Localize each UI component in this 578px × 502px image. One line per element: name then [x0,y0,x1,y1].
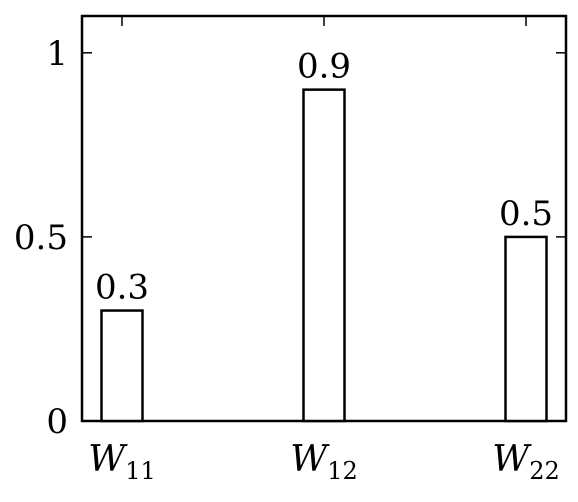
y-tick-label: 0.5 [14,218,68,258]
x-tick-label: W11 [88,439,156,485]
bars-group [100,88,548,423]
x-tick-label: W12 [290,439,358,485]
y-tick-label: 0 [46,402,68,442]
bar [504,235,548,423]
bar [100,309,144,423]
data-label: 0.9 [297,47,351,87]
data-label: 0.5 [499,194,553,234]
x-tick-label: W22 [492,439,560,485]
labels-group: 0 0.5 1 0.3 W11 0.9 W12 0.5 W22 [14,34,560,485]
data-label: 0.3 [95,268,149,308]
bar [302,88,346,423]
y-tick-label: 1 [46,34,68,74]
